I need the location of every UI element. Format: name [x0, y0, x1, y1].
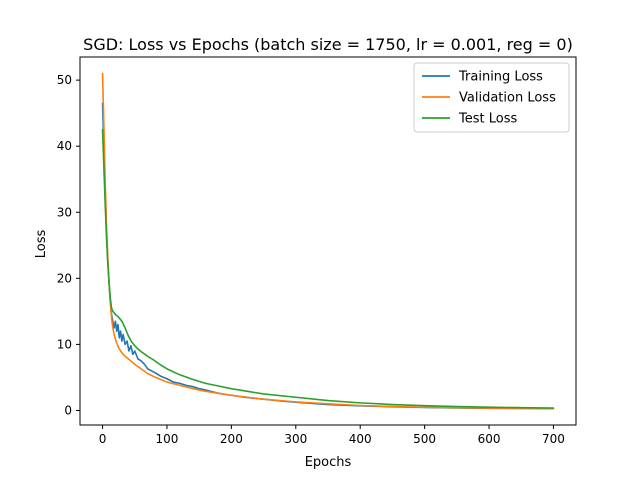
y-tick-label: 40	[57, 139, 72, 153]
x-tick-label: 400	[349, 432, 372, 446]
y-tick-label: 30	[57, 205, 72, 219]
y-tick-label: 50	[57, 73, 72, 87]
y-tick-label: 10	[57, 337, 72, 351]
x-tick-label: 300	[284, 432, 307, 446]
x-tick-label: 500	[413, 432, 436, 446]
legend-label-2: Test Loss	[458, 112, 517, 127]
axis-ticks: 0 100 200 300 400 500 600 700 0 10 20 30 40 50	[57, 73, 565, 446]
plot-frame	[79, 56, 577, 426]
x-tick-label: 600	[478, 432, 501, 446]
y-tick-label: 20	[57, 271, 72, 285]
x-axis-label: Epochs	[305, 455, 352, 470]
legend-box	[413, 62, 570, 133]
y-tick-label: 0	[64, 403, 72, 417]
x-tick-label: 100	[156, 432, 179, 446]
legend-label-1: Validation Loss	[459, 91, 556, 106]
legend-label-0: Training Loss	[458, 70, 543, 85]
series-line-2	[101, 128, 555, 409]
y-axis-label: Loss	[34, 230, 49, 259]
x-tick-label: 700	[542, 432, 565, 446]
chart-title: SGD: Loss vs Epochs (batch size = 1750, …	[83, 35, 573, 54]
plot-lines	[101, 72, 555, 410]
x-tick-label: 200	[220, 432, 243, 446]
x-tick-label: 0	[99, 432, 107, 446]
legend: Training Loss Validation Loss Test Loss	[413, 62, 570, 133]
